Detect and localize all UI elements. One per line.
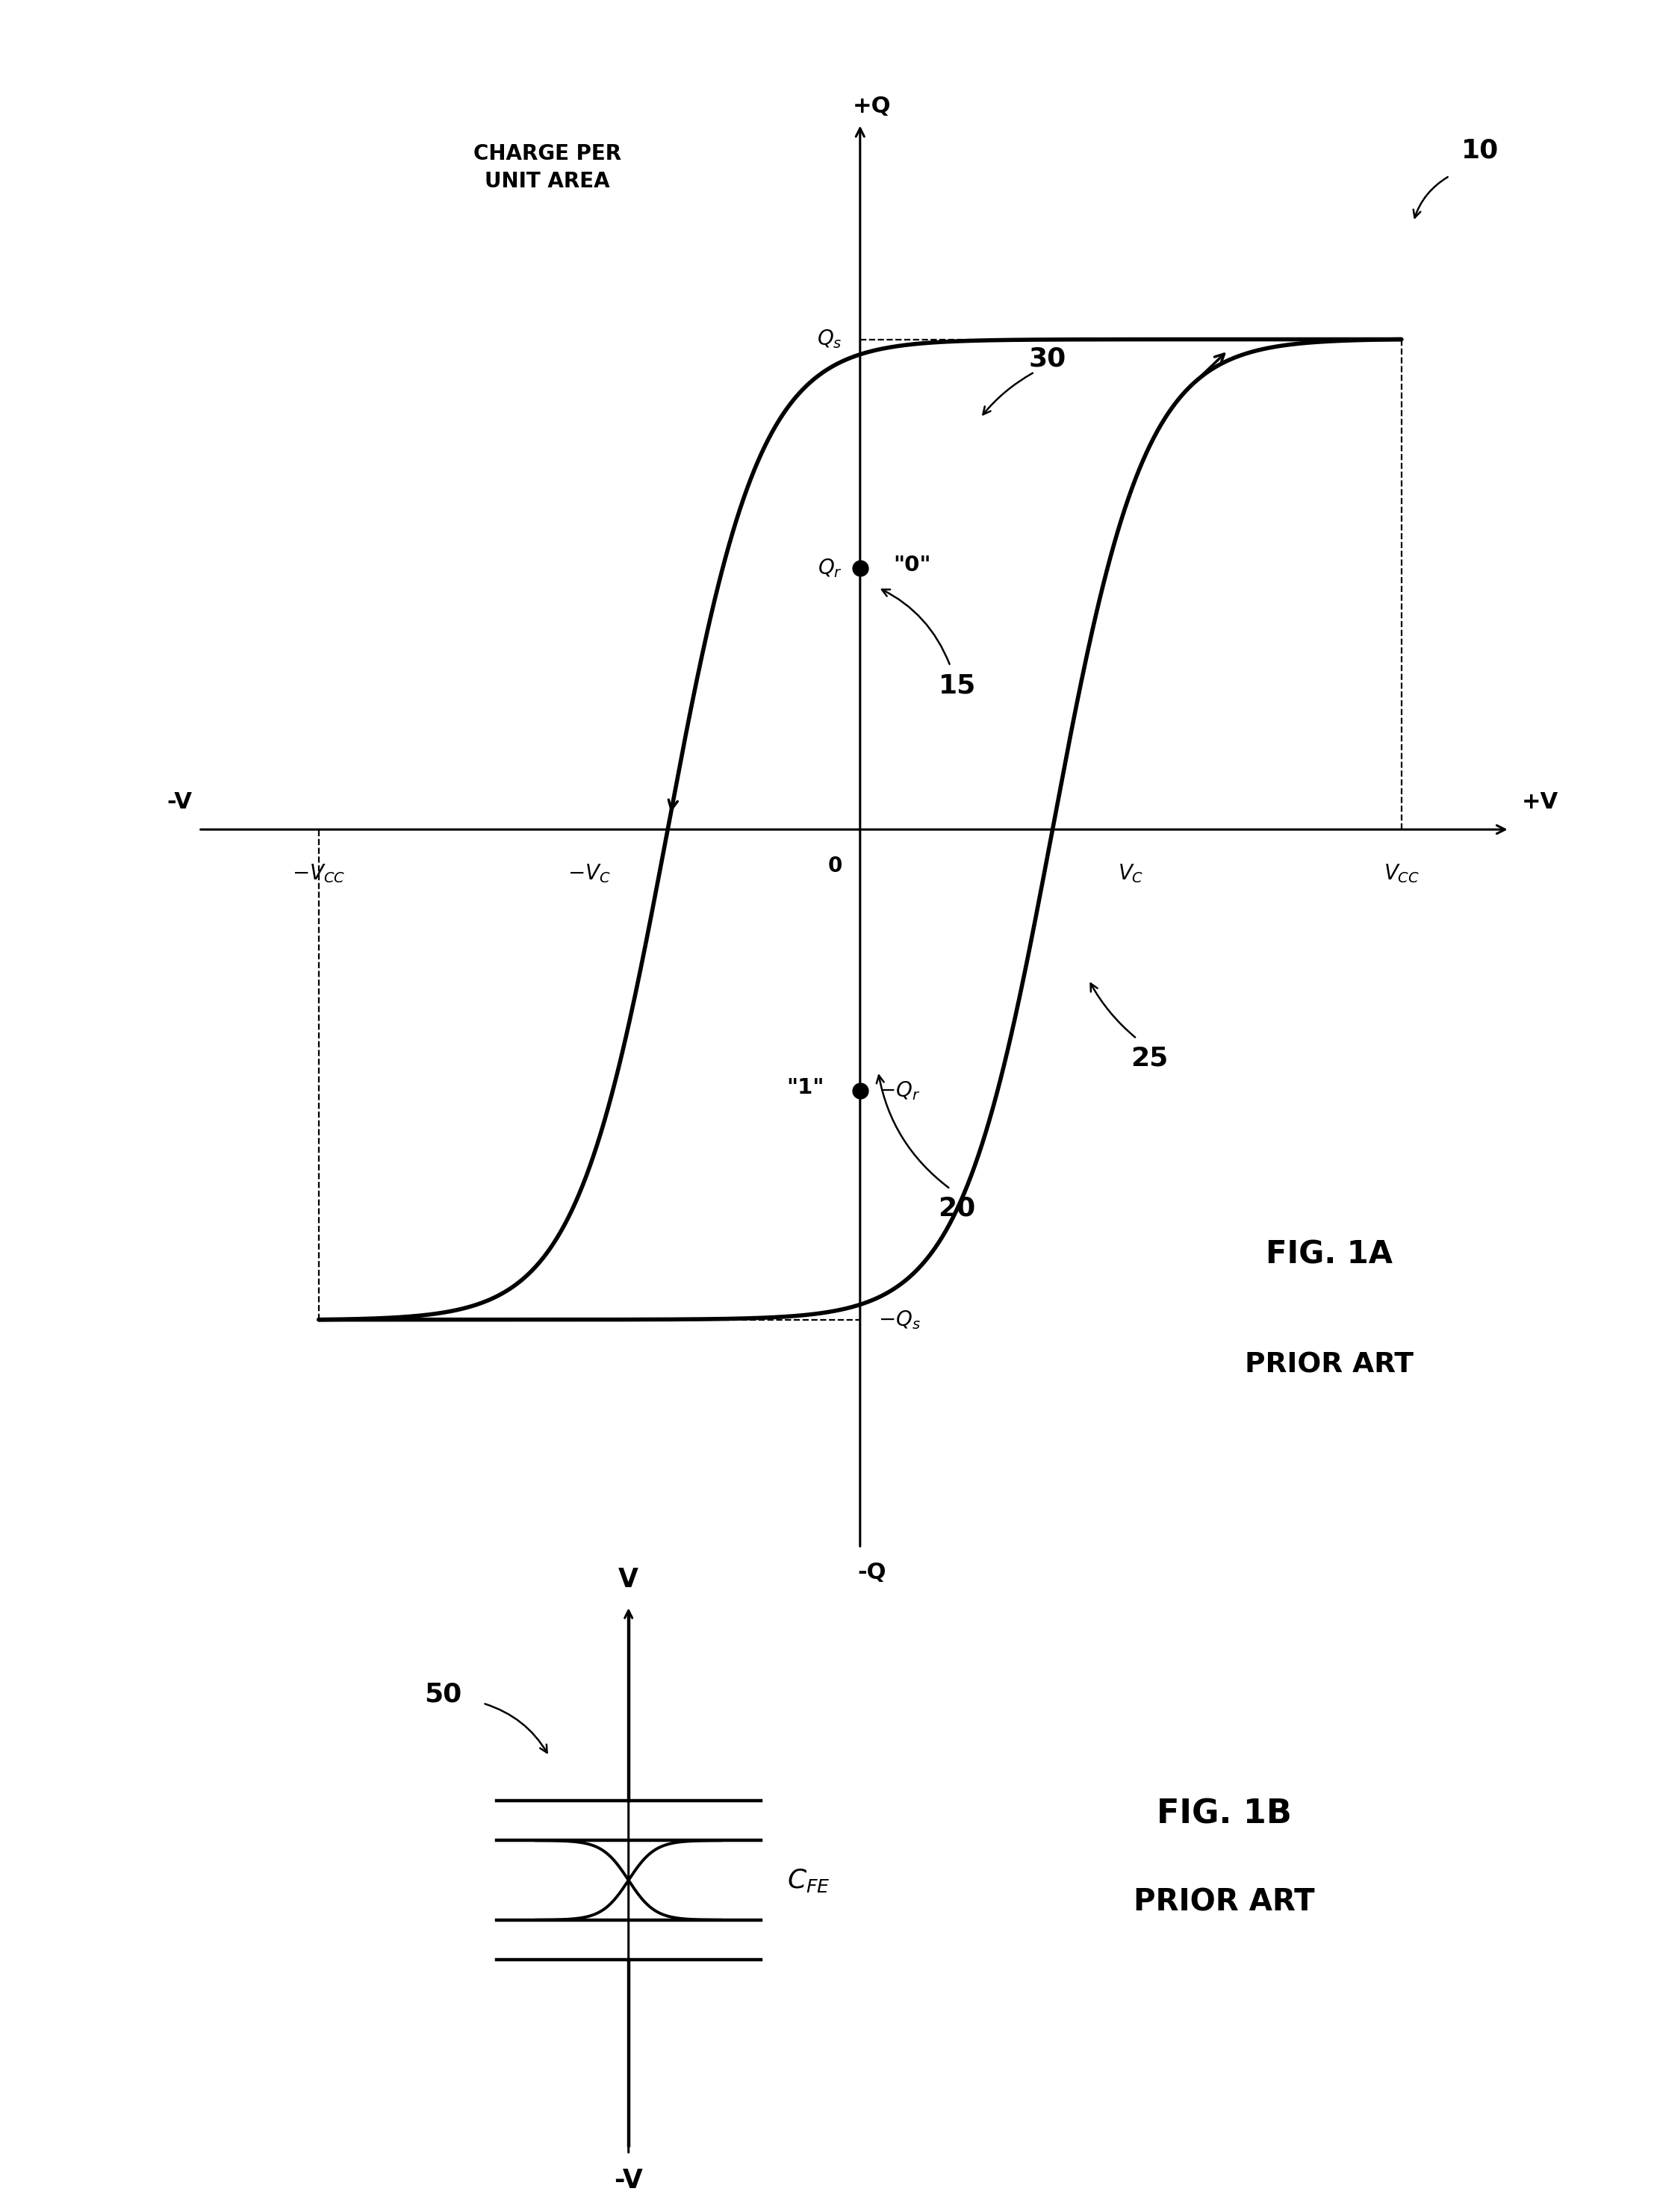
Text: 10: 10: [1462, 137, 1499, 164]
Text: 15: 15: [938, 672, 976, 699]
Text: $-V_C$: $-V_C$: [567, 863, 610, 885]
Text: "0": "0": [893, 555, 931, 575]
Text: $C_{FE}$: $C_{FE}$: [787, 1867, 830, 1893]
Text: $V_C$: $V_C$: [1118, 863, 1143, 885]
Text: +Q: +Q: [853, 95, 892, 117]
Text: FIG. 1B: FIG. 1B: [1156, 1798, 1292, 1829]
Text: PRIOR ART: PRIOR ART: [1245, 1352, 1414, 1378]
Text: CHARGE PER
UNIT AREA: CHARGE PER UNIT AREA: [473, 144, 622, 192]
Text: -Q: -Q: [858, 1562, 887, 1584]
Text: 30: 30: [1029, 347, 1067, 372]
Text: 50: 50: [425, 1681, 461, 1708]
Text: $-Q_s$: $-Q_s$: [878, 1310, 921, 1332]
Text: FIG. 1A: FIG. 1A: [1265, 1239, 1393, 1270]
Text: -V: -V: [167, 792, 192, 814]
Text: V: V: [619, 1568, 638, 1593]
Text: -V: -V: [614, 2168, 643, 2192]
Text: 20: 20: [938, 1197, 976, 1221]
Text: $Q_s$: $Q_s$: [817, 327, 842, 349]
Text: $-V_{CC}$: $-V_{CC}$: [293, 863, 346, 885]
Text: $-Q_r$: $-Q_r$: [878, 1079, 920, 1102]
Text: $Q_r$: $Q_r$: [817, 557, 842, 580]
Text: +V: +V: [1522, 792, 1558, 814]
Text: $V_{CC}$: $V_{CC}$: [1383, 863, 1419, 885]
Text: 25: 25: [1131, 1046, 1168, 1071]
Text: 0: 0: [827, 856, 842, 876]
Text: PRIOR ART: PRIOR ART: [1133, 1887, 1315, 1918]
Text: "1": "1": [786, 1077, 824, 1097]
